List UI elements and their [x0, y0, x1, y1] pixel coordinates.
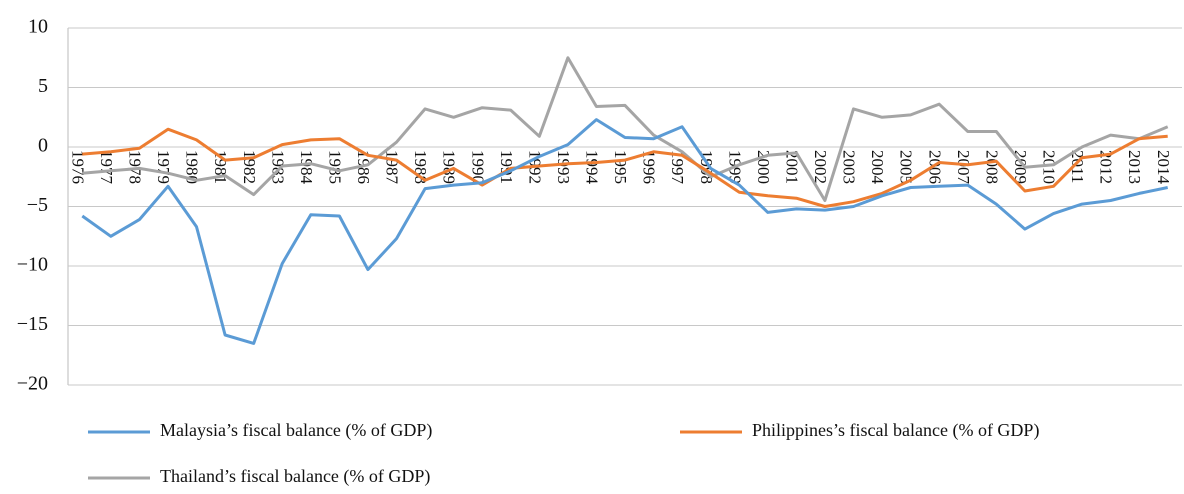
x-tick-label: 1989: [440, 150, 459, 184]
x-tick-label: 2004: [868, 150, 887, 185]
x-tick-label: 1987: [383, 150, 402, 185]
line-series: [82, 56, 1169, 202]
y-tick-label: 10: [28, 16, 48, 38]
legend-label: Philippines’s fiscal balance (% of GDP): [752, 420, 1039, 441]
x-tick-label: 1978: [126, 150, 145, 184]
x-tick-label: 1996: [640, 150, 659, 184]
x-tick-label: 2003: [840, 150, 859, 184]
y-tick-label: 5: [38, 75, 48, 97]
x-tick-label: 2002: [811, 150, 830, 184]
x-tick-label: 1993: [554, 150, 573, 184]
x-tick-label: 2010: [1040, 150, 1059, 184]
x-tick-label: 1985: [325, 150, 344, 184]
line-series: [82, 127, 1168, 208]
x-tick-label: 1990: [468, 150, 487, 184]
x-tick-label: 2001: [782, 150, 801, 184]
x-tick-label: 1984: [297, 150, 316, 185]
x-tick-label: 2012: [1097, 150, 1116, 184]
x-tick-label: 2013: [1125, 150, 1144, 184]
x-tick-label: 1995: [611, 150, 630, 184]
x-tick-label: 2009: [1011, 150, 1030, 184]
x-tick-label: 1994: [583, 150, 602, 185]
x-tick-label: 1977: [97, 150, 116, 185]
x-tick-label: 2007: [954, 150, 973, 185]
x-tick-label: 1980: [183, 150, 202, 184]
y-tick-label: −20: [17, 373, 48, 395]
legend-label: Thailand’s fiscal balance (% of GDP): [160, 466, 430, 487]
x-tick-label: 2014: [1154, 150, 1173, 185]
y-tick-label: 0: [38, 135, 48, 157]
legend-label: Malaysia’s fiscal balance (% of GDP): [160, 420, 432, 441]
x-tick-label: 2008: [982, 150, 1001, 184]
line-series: [81, 118, 1169, 345]
y-tick-label: −5: [27, 194, 48, 216]
x-tick-label: 2005: [897, 150, 916, 184]
y-tick-label: −15: [17, 313, 48, 335]
x-tick-label: 1976: [68, 150, 87, 184]
x-tick-label: 1979: [154, 150, 173, 184]
x-tick-label: 1997: [668, 150, 687, 185]
y-tick-label: −10: [17, 254, 48, 276]
